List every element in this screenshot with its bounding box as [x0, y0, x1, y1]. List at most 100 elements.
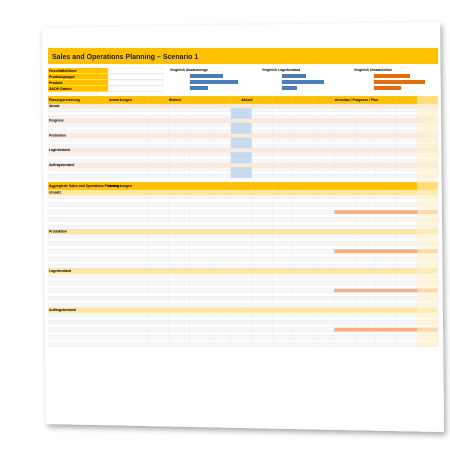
group-label: Umsatz — [49, 190, 61, 194]
group-label: Auftragsbestand — [49, 308, 76, 312]
highlight-cell — [230, 174, 252, 178]
group-label: Produktion — [49, 230, 67, 234]
total-column — [417, 96, 438, 347]
mini-bar — [282, 74, 306, 78]
row-bg — [47, 323, 439, 328]
row-bg — [47, 245, 439, 250]
row-bg — [47, 237, 439, 242]
row-bg — [47, 299, 439, 304]
highlight-cell — [334, 249, 438, 254]
section-header: Anmerkungen — [109, 184, 132, 188]
highlight-cell — [334, 327, 438, 332]
mini-bar — [374, 86, 401, 90]
row-bg — [47, 206, 439, 211]
row-bg — [47, 194, 439, 199]
row-bg — [47, 217, 439, 222]
mini-chart-title: Vergleich Absatzmenge — [170, 68, 208, 72]
row-bg — [47, 303, 439, 308]
field-label-cell — [48, 86, 108, 92]
mini-bar — [282, 86, 297, 90]
field-label-cell — [48, 68, 108, 74]
row-bg — [47, 256, 439, 261]
row-bg — [47, 280, 439, 285]
highlight-cell — [230, 156, 252, 160]
group-label: Produktion — [49, 133, 66, 137]
section-header: Historie — [169, 98, 182, 102]
row-bg — [47, 225, 439, 230]
field-label: Geschäftsführer — [49, 69, 77, 73]
row-bg — [47, 307, 439, 313]
row-bg — [47, 163, 439, 168]
field-value-cell — [107, 67, 164, 74]
row-bg — [47, 189, 439, 196]
group-label: Absatz — [49, 104, 60, 108]
row-bg — [47, 277, 439, 282]
row-bg — [47, 221, 439, 226]
row-bg — [47, 148, 439, 153]
highlight-cell — [230, 126, 252, 130]
row-bg — [47, 264, 439, 269]
mini-chart-title: Vergleich Lagerbestand — [262, 68, 300, 72]
row-bg — [47, 118, 439, 123]
field-label: Produktgruppe — [49, 75, 75, 79]
mini-bar — [190, 86, 208, 90]
highlight-cell — [230, 144, 252, 149]
row-bg — [47, 213, 439, 218]
row-bg — [47, 320, 439, 325]
highlight-cell — [230, 130, 252, 134]
section-header: Vorschau / Prognose / Plan — [334, 98, 378, 102]
row-bg — [47, 312, 439, 317]
mini-bar — [190, 74, 223, 78]
highlight-cell — [230, 108, 252, 112]
group-label: Auftragsbestand — [49, 163, 74, 167]
row-bg — [47, 268, 439, 274]
row-bg — [47, 260, 439, 265]
group-label: Lagerbestand — [49, 148, 70, 152]
field-label-cell — [48, 80, 108, 86]
group-label: Prognose — [49, 119, 64, 123]
row-bg — [47, 339, 439, 344]
row-bg — [47, 292, 439, 297]
row-bg — [47, 241, 439, 246]
row-bg — [47, 133, 439, 138]
highlight-cell — [230, 141, 252, 145]
highlight-cell — [230, 152, 252, 156]
highlight-cell — [230, 115, 252, 119]
section-header: Anmerkungen — [109, 98, 132, 102]
row-bg — [47, 342, 439, 347]
row-bg — [47, 273, 439, 278]
row-bg — [47, 335, 439, 340]
highlight-cell — [230, 137, 252, 142]
group-label: Lagerbestand — [49, 269, 71, 273]
highlight-cell — [334, 288, 438, 293]
mini-bar — [374, 80, 425, 84]
mini-bar — [282, 80, 324, 84]
row-bg — [47, 202, 439, 207]
field-value-cell — [107, 85, 164, 92]
row-bg — [47, 296, 439, 301]
highlight-cell — [334, 210, 438, 214]
section-header: Planungsrechnung — [49, 98, 80, 102]
mini-chart-title: Vergleich Umsatzerlöse — [354, 68, 392, 72]
section-header: Aktuell — [241, 98, 252, 102]
highlight-cell — [230, 159, 252, 164]
row-bg — [47, 103, 439, 109]
row-bg — [47, 198, 439, 203]
title-band — [48, 48, 438, 64]
section-header: Aggregierte Sales and Operations Plannin… — [49, 184, 119, 188]
row-bg — [47, 284, 439, 289]
highlight-cell — [230, 167, 252, 171]
highlight-cell — [230, 170, 252, 175]
highlight-cell — [230, 111, 252, 116]
field-label: Produkt — [49, 81, 63, 85]
row-bg — [47, 234, 439, 239]
mini-bar — [374, 74, 410, 78]
mini-bar — [190, 80, 238, 84]
title: Sales and Operations Planning – Scenario… — [52, 54, 198, 61]
row-bg — [47, 253, 439, 258]
row-bg — [47, 331, 439, 336]
field-label: S&OP-Datum — [49, 87, 72, 91]
row-bg — [47, 316, 439, 321]
